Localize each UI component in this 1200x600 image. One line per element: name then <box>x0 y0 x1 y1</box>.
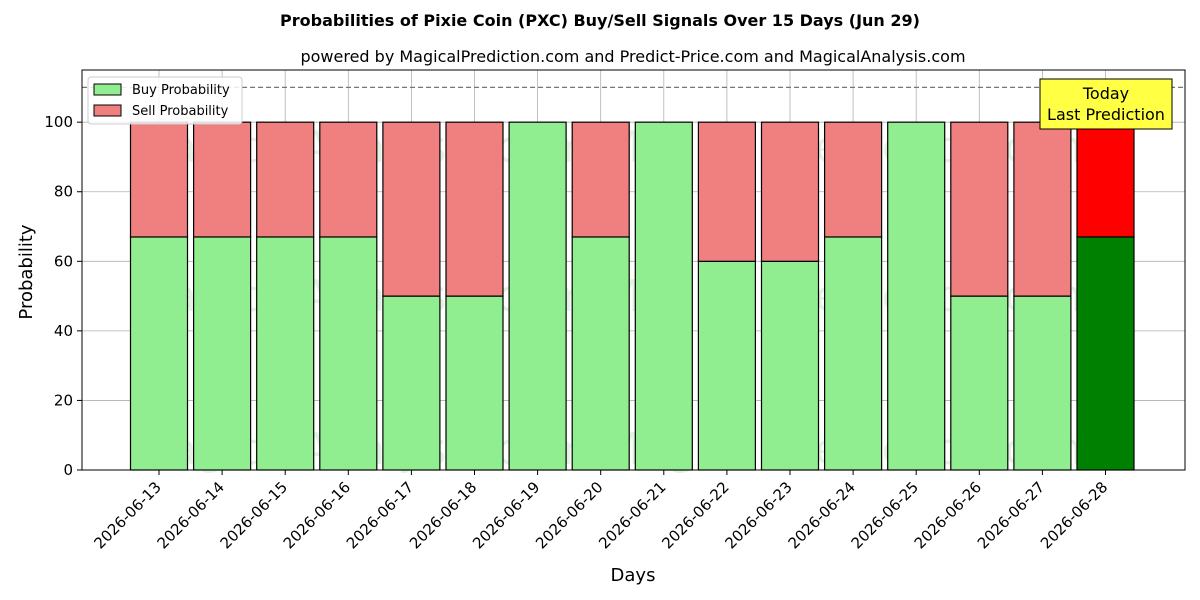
bar-buy-2026-06-21 <box>634 121 693 471</box>
plot-frame <box>81 69 1186 471</box>
legend: Buy Probability Sell Probability <box>87 76 243 125</box>
bar-buy-2026-06-14 <box>193 236 252 471</box>
bar-sell-2026-06-14 <box>193 121 252 238</box>
bar-sell-2026-06-23 <box>760 121 820 262</box>
annotation-line: Last Prediction <box>1047 105 1165 124</box>
x-tick-label: 2026-06-18 <box>406 478 480 552</box>
legend-box <box>87 76 243 125</box>
bar-buy-2026-06-20 <box>571 236 630 471</box>
legend-swatch-buy <box>93 83 122 96</box>
bar-buy-2026-06-15 <box>256 236 315 471</box>
bar-buy-2026-06-27 <box>1013 295 1072 471</box>
bar-buy-2026-06-22 <box>697 260 757 471</box>
plot-area: MagicalAnalysis.comMagicalPrediction.com… <box>44 69 1186 552</box>
x-tick-label: 2026-06-14 <box>154 478 228 552</box>
legend-swatch-sell <box>93 104 122 117</box>
x-tick-label: 2026-06-24 <box>785 478 859 552</box>
x-tick-label: 2026-06-19 <box>469 478 543 552</box>
bar-buy-2026-06-26 <box>950 295 1009 471</box>
bar-sell-2026-06-16 <box>319 121 378 238</box>
bar-sell-2026-06-18 <box>445 121 504 297</box>
bar-buy-2026-06-24 <box>823 236 883 471</box>
chart-title: Probabilities of Pixie Coin (PXC) Buy/Se… <box>280 11 920 30</box>
x-tick-label: 2026-06-25 <box>848 478 922 552</box>
annotation: Today Last Prediction <box>1039 78 1173 130</box>
y-tick-label: 80 <box>54 183 73 201</box>
bar-sell-2026-06-27 <box>1013 121 1072 297</box>
bar-sell-2026-06-17 <box>382 121 441 297</box>
bar-buy-2026-06-23 <box>760 260 820 471</box>
bar-buy-2026-06-13 <box>129 236 189 471</box>
x-tick-label: 2026-06-13 <box>90 478 164 552</box>
x-tick-label: 2026-06-15 <box>217 478 291 552</box>
legend-label-buy: Buy Probability <box>132 83 230 98</box>
y-tick-label: 60 <box>54 252 73 270</box>
y-axis-title: Probability <box>16 224 37 319</box>
bar-sell-2026-06-28 <box>1076 121 1135 238</box>
annotation-box <box>1039 78 1173 130</box>
chart-subtitle: powered by MagicalPrediction.com and Pre… <box>300 47 965 66</box>
bar-buy-2026-06-28 <box>1076 236 1135 471</box>
x-tick-label: 2026-06-20 <box>532 478 606 552</box>
bar-sell-2026-06-15 <box>256 121 315 238</box>
x-tick-label: 2026-06-27 <box>974 478 1048 552</box>
bar-sell-2026-06-22 <box>697 121 757 262</box>
bar-buy-2026-06-19 <box>508 121 567 471</box>
x-tick-label: 2026-06-26 <box>911 478 985 552</box>
x-tick-label: 2026-06-21 <box>595 478 669 552</box>
legend-label-sell: Sell Probability <box>132 104 229 119</box>
y-tick-label: 20 <box>54 391 73 409</box>
y-tick-label: 100 <box>44 113 73 131</box>
x-tick-label: 2026-06-23 <box>721 478 795 552</box>
bar-sell-2026-06-20 <box>571 121 630 238</box>
y-tick-label: 0 <box>63 461 73 479</box>
x-tick-label: 2026-06-17 <box>343 478 417 552</box>
x-axis-title: Days <box>611 565 656 586</box>
bar-sell-2026-06-24 <box>823 121 883 238</box>
x-tick-label: 2026-06-16 <box>280 478 354 552</box>
bar-buy-2026-06-18 <box>445 295 504 471</box>
bar-buy-2026-06-17 <box>382 295 441 471</box>
y-tick-label: 40 <box>54 322 73 340</box>
x-tick-label: 2026-06-28 <box>1037 478 1111 552</box>
bar-buy-2026-06-16 <box>319 236 378 471</box>
annotation-line: Today <box>1082 84 1129 103</box>
bar-buy-2026-06-25 <box>887 121 946 471</box>
bar-sell-2026-06-13 <box>129 121 189 238</box>
bar-sell-2026-06-26 <box>950 121 1009 297</box>
x-tick-label: 2026-06-22 <box>658 478 732 552</box>
